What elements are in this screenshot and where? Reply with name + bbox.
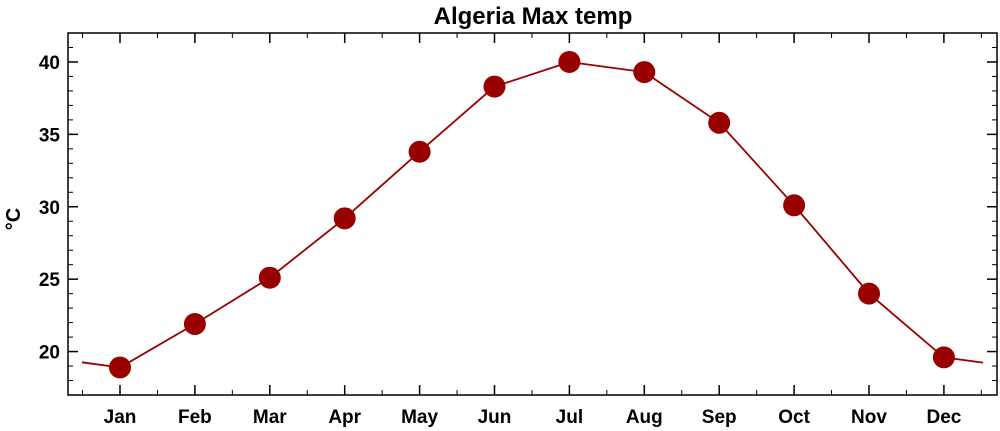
x-tick-label: Nov	[851, 407, 887, 428]
x-tick-label: Sep	[702, 407, 737, 428]
plot-frame	[67, 32, 998, 396]
data-point-feb	[183, 313, 206, 336]
y-axis-ticks: 20 25 30 35 40	[39, 32, 997, 396]
data-point-jul	[558, 50, 581, 73]
data-point-oct	[783, 194, 806, 217]
data-point-dec	[932, 346, 955, 369]
x-tick-label: Feb	[178, 407, 212, 428]
x-tick-label: Mar	[253, 407, 287, 428]
x-tick-label: Jan	[104, 407, 137, 428]
x-tick-label: Jul	[556, 407, 583, 428]
series-layer	[81, 50, 984, 379]
x-axis-ticks: Jan Feb Mar Apr May Jun Jul Aug Sep Oct Nov Dec	[82, 33, 982, 428]
y-tick-label: 35	[39, 125, 61, 146]
data-point-jan	[109, 356, 131, 379]
data-point-nov	[858, 282, 880, 305]
x-tick-label: May	[401, 407, 438, 428]
y-tick-label: 30	[39, 198, 60, 219]
x-tick-label: Oct	[778, 407, 810, 428]
y-tick-label: 20	[39, 343, 60, 364]
data-point-sep	[708, 111, 731, 134]
x-tick-label: Apr	[328, 407, 361, 428]
series-line	[81, 61, 984, 369]
y-tick-label: 40	[39, 53, 60, 74]
data-point-jun	[483, 75, 506, 98]
data-point-aug	[633, 61, 656, 84]
x-tick-label: Aug	[626, 407, 663, 428]
y-axis-label: °C	[3, 208, 25, 230]
y-tick-label: 25	[39, 270, 61, 291]
x-tick-label: Dec	[926, 407, 961, 428]
data-point-mar	[258, 266, 281, 289]
chart-title: Algeria Max temp	[434, 3, 633, 30]
x-tick-label: Jun	[478, 407, 512, 428]
data-point-apr	[333, 207, 356, 230]
data-point-may	[408, 140, 431, 163]
